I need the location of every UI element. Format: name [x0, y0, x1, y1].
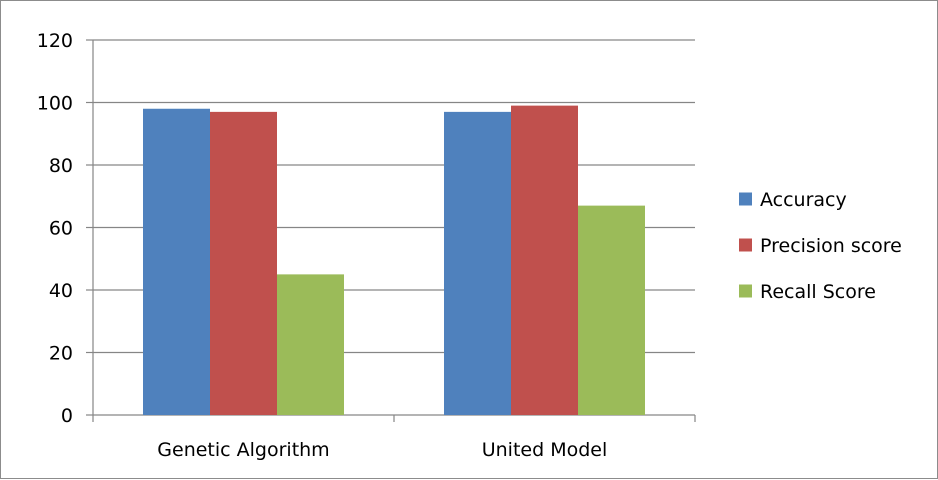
y-tick-label: 0 [61, 405, 73, 427]
bar-recall-score-1 [578, 205, 645, 415]
legend-label: Precision score [760, 235, 902, 257]
y-tick-label: 120 [37, 30, 73, 52]
legend: Accuracy Precision score Recall Score [739, 189, 902, 303]
y-tick-labels: 0 20 40 60 80 100 120 [37, 30, 73, 427]
y-tick-label: 80 [49, 155, 73, 177]
x-tick-label: Genetic Algorithm [157, 439, 329, 461]
bar-accuracy-0 [143, 108, 210, 415]
legend-label: Recall Score [760, 281, 876, 303]
bar-accuracy-1 [444, 111, 511, 415]
y-tick-label: 60 [49, 218, 73, 240]
x-tick-label: United Model [482, 439, 608, 461]
bar-precision-score-1 [511, 105, 578, 415]
x-tick-labels: Genetic Algorithm United Model [157, 439, 607, 461]
bar-precision-score-0 [210, 111, 277, 415]
y-tick-label: 40 [49, 280, 73, 302]
bar-recall-score-0 [277, 274, 344, 415]
legend-swatch [739, 238, 752, 252]
legend-swatch [739, 284, 752, 298]
legend-label: Accuracy [760, 189, 847, 211]
y-tick-label: 20 [49, 343, 73, 365]
y-tick-label: 100 [37, 93, 73, 115]
bars [143, 105, 645, 415]
legend-swatch [739, 192, 752, 206]
